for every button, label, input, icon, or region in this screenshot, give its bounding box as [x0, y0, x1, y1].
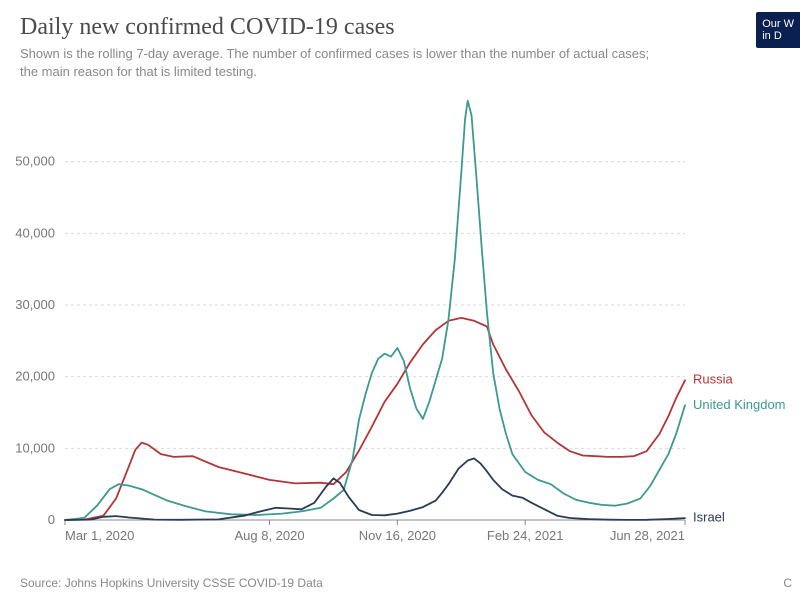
y-axis-label: 10,000 [15, 440, 55, 455]
y-axis-label: 50,000 [15, 154, 55, 169]
chart-area: 010,00020,00030,00040,00050,000Mar 1, 20… [65, 90, 685, 520]
footer-right-text: C [783, 576, 792, 590]
logo-line-2: in D [762, 30, 782, 42]
chart-title: Daily new confirmed COVID-19 cases [20, 14, 780, 41]
x-axis-label: Jun 28, 2021 [610, 528, 685, 543]
x-axis-label: Mar 1, 2020 [65, 528, 134, 543]
series-label-united-kingdom: United Kingdom [693, 397, 786, 412]
x-axis-label: Feb 24, 2021 [487, 528, 564, 543]
series-label-russia: Russia [693, 372, 734, 387]
line-chart-svg: 010,00020,00030,00040,00050,000Mar 1, 20… [65, 90, 685, 520]
series-label-israel: Israel [693, 510, 725, 525]
x-axis-label: Aug 8, 2020 [234, 528, 304, 543]
logo-line-1: Our W [762, 18, 794, 30]
owid-logo: Our W in D [756, 12, 800, 48]
x-axis-label: Nov 16, 2020 [359, 528, 436, 543]
series-line-united-kingdom [65, 101, 685, 520]
y-axis-label: 0 [48, 512, 55, 527]
y-axis-label: 40,000 [15, 225, 55, 240]
series-line-russia [65, 318, 685, 520]
series-line-israel [65, 458, 685, 520]
y-axis-label: 20,000 [15, 369, 55, 384]
chart-subtitle: Shown is the rolling 7-day average. The … [20, 45, 660, 80]
y-axis-label: 30,000 [15, 297, 55, 312]
source-attribution: Source: Johns Hopkins University CSSE CO… [20, 576, 323, 590]
